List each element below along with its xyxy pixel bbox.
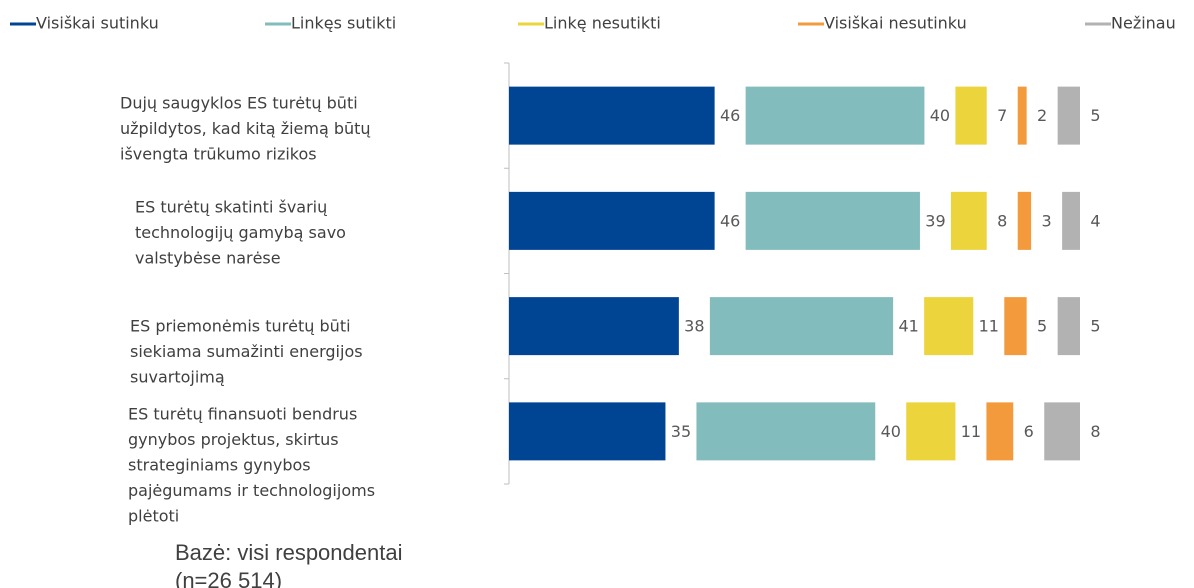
value-label: 41 xyxy=(898,317,918,336)
value-label: 46 xyxy=(720,211,740,230)
footnote: Bazė: visi respondentai xyxy=(175,540,402,565)
category-label: pajėgumams ir technologijoms xyxy=(128,481,375,500)
value-label: 6 xyxy=(1024,422,1034,441)
bar-segment xyxy=(1057,86,1080,145)
category-label: gynybos projektus, skirtus xyxy=(128,430,339,449)
bar-segment xyxy=(1062,191,1080,250)
value-label: 8 xyxy=(1090,422,1100,441)
bar-segment xyxy=(509,191,715,250)
bar-segment xyxy=(745,86,925,145)
legend-label: Visiškai sutinku xyxy=(36,14,159,33)
value-label: 35 xyxy=(671,422,691,441)
value-label: 5 xyxy=(1090,317,1100,336)
value-label: 3 xyxy=(1042,211,1052,230)
category-label: strateginiams gynybos xyxy=(128,456,311,475)
bar-segment xyxy=(709,297,894,356)
footnote: (n=26 514) xyxy=(175,568,282,588)
category-label: ES turėtų skatinti švarių xyxy=(135,198,327,217)
bar-segment xyxy=(1057,297,1080,356)
bar-segment xyxy=(745,191,920,250)
value-label: 5 xyxy=(1090,106,1100,125)
value-label: 8 xyxy=(997,211,1007,230)
value-label: 11 xyxy=(979,317,999,336)
category-label: siekiama sumažinti energijos xyxy=(130,342,363,361)
bar-segment xyxy=(1044,402,1080,461)
category-label: užpildytos, kad kitą žiemą būtų xyxy=(120,119,371,138)
category-label: Dujų saugyklos ES turėtų būti xyxy=(120,94,358,113)
value-label: 5 xyxy=(1037,317,1047,336)
bar-segment xyxy=(509,86,715,145)
category-label: suvartojimą xyxy=(130,368,225,387)
legend-label: Linkę nesutikti xyxy=(544,14,661,33)
value-label: 7 xyxy=(997,106,1007,125)
bar-segment xyxy=(696,402,876,461)
value-label: 39 xyxy=(925,211,945,230)
category-label: technologijų gamybą savo xyxy=(135,223,346,242)
bar-segment xyxy=(1004,297,1027,356)
category-label: ES turėtų finansuoti bendrus xyxy=(128,405,357,424)
value-label: 40 xyxy=(881,422,901,441)
bar-segment xyxy=(509,402,666,461)
bar-segment xyxy=(1017,191,1032,250)
bar-segment xyxy=(509,297,679,356)
bar-segment xyxy=(1017,86,1027,145)
legend-label: Nežinau xyxy=(1111,14,1176,33)
bar-segment xyxy=(986,402,1014,461)
value-label: 46 xyxy=(720,106,740,125)
value-label: 2 xyxy=(1037,106,1047,125)
value-label: 11 xyxy=(961,422,981,441)
legend-label: Linkęs sutikti xyxy=(291,14,396,33)
bar-segment xyxy=(950,191,987,250)
bar-segment xyxy=(906,402,956,461)
category-label: ES priemonėmis turėtų būti xyxy=(130,317,351,336)
category-label: plėtoti xyxy=(128,507,179,526)
value-label: 40 xyxy=(930,106,950,125)
bar-segment xyxy=(955,86,987,145)
value-label: 4 xyxy=(1090,211,1100,230)
legend-label: Visiškai nesutinku xyxy=(824,14,967,33)
category-label: valstybėse narėse xyxy=(135,249,281,268)
bar-segment xyxy=(924,297,974,356)
category-label: išvengta trūkumo rizikos xyxy=(120,145,317,164)
value-label: 38 xyxy=(684,317,704,336)
